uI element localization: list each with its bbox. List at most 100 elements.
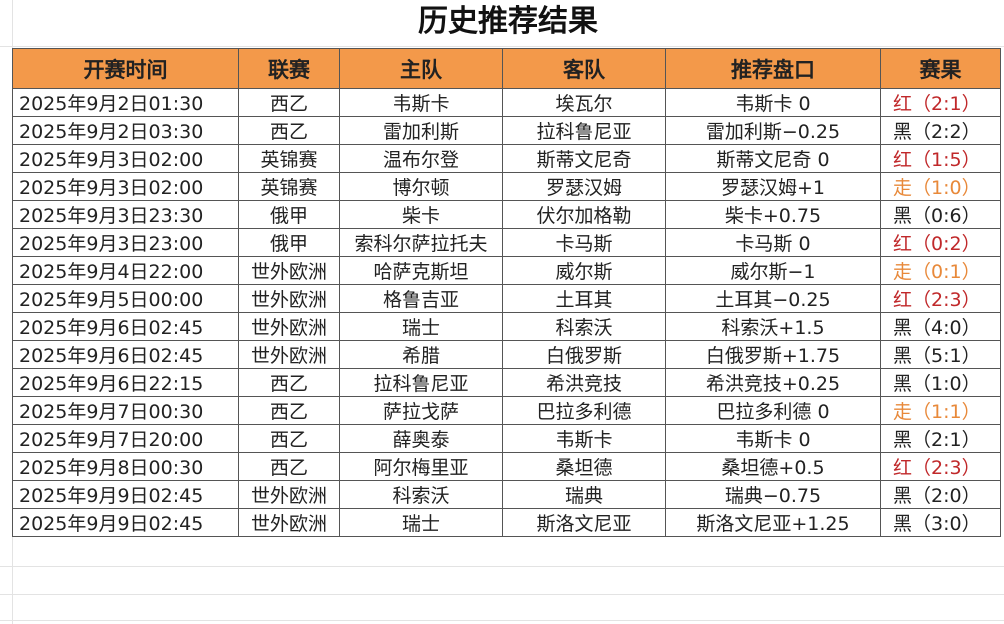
cell-time[interactable]: 2025年9月2日03:30 xyxy=(12,116,239,145)
cell-home[interactable]: 温布尔登 xyxy=(339,144,503,173)
cell-pick[interactable]: 桑坦德+0.5 xyxy=(665,452,881,481)
cell-league[interactable]: 世外欧洲 xyxy=(238,256,340,285)
cell-time[interactable]: 2025年9月3日23:30 xyxy=(12,200,239,229)
cell-league[interactable]: 世外欧洲 xyxy=(238,480,340,509)
cell-away[interactable]: 威尔斯 xyxy=(502,256,666,285)
cell-pick[interactable]: 威尔斯−1 xyxy=(665,256,881,285)
cell-league[interactable]: 俄甲 xyxy=(238,228,340,257)
cell-league[interactable]: 西乙 xyxy=(238,116,340,145)
cell-pick[interactable]: 巴拉多利德 0 xyxy=(665,396,881,425)
cell-time[interactable]: 2025年9月3日02:00 xyxy=(12,144,239,173)
cell-result[interactable]: 红（2:1） xyxy=(880,88,1001,117)
cell-result[interactable]: 走（0:1） xyxy=(880,256,1001,285)
cell-away[interactable]: 瑞典 xyxy=(502,480,666,509)
cell-away[interactable]: 斯洛文尼亚 xyxy=(502,508,666,537)
cell-time[interactable]: 2025年9月9日02:45 xyxy=(12,480,239,509)
cell-home[interactable]: 拉科鲁尼亚 xyxy=(339,368,503,397)
cell-away[interactable]: 土耳其 xyxy=(502,284,666,313)
cell-away[interactable]: 巴拉多利德 xyxy=(502,396,666,425)
cell-time[interactable]: 2025年9月2日01:30 xyxy=(12,88,239,117)
cell-home[interactable]: 雷加利斯 xyxy=(339,116,503,145)
cell-result[interactable]: 黑（5:1） xyxy=(880,340,1001,369)
cell-league[interactable]: 世外欧洲 xyxy=(238,340,340,369)
cell-away[interactable]: 韦斯卡 xyxy=(502,424,666,453)
cell-away[interactable]: 伏尔加格勒 xyxy=(502,200,666,229)
cell-time[interactable]: 2025年9月6日22:15 xyxy=(12,368,239,397)
cell-away[interactable]: 斯蒂文尼奇 xyxy=(502,144,666,173)
cell-away[interactable]: 卡马斯 xyxy=(502,228,666,257)
cell-result[interactable]: 黑（2:1） xyxy=(880,424,1001,453)
cell-league[interactable]: 世外欧洲 xyxy=(238,284,340,313)
cell-league[interactable]: 英锦赛 xyxy=(238,172,340,201)
cell-home[interactable]: 科索沃 xyxy=(339,480,503,509)
cell-league[interactable]: 俄甲 xyxy=(238,200,340,229)
cell-pick[interactable]: 土耳其−0.25 xyxy=(665,284,881,313)
cell-pick[interactable]: 斯蒂文尼奇 0 xyxy=(665,144,881,173)
cell-home[interactable]: 薛奥泰 xyxy=(339,424,503,453)
cell-time[interactable]: 2025年9月6日02:45 xyxy=(12,340,239,369)
cell-pick[interactable]: 雷加利斯−0.25 xyxy=(665,116,881,145)
header-away[interactable]: 客队 xyxy=(502,48,666,89)
cell-league[interactable]: 英锦赛 xyxy=(238,144,340,173)
cell-away[interactable]: 桑坦德 xyxy=(502,452,666,481)
header-pick[interactable]: 推荐盘口 xyxy=(665,48,881,89)
cell-away[interactable]: 希洪竞技 xyxy=(502,368,666,397)
cell-pick[interactable]: 罗瑟汉姆+1 xyxy=(665,172,881,201)
cell-home[interactable]: 瑞士 xyxy=(339,312,503,341)
cell-league[interactable]: 西乙 xyxy=(238,88,340,117)
cell-league[interactable]: 西乙 xyxy=(238,368,340,397)
cell-pick[interactable]: 柴卡+0.75 xyxy=(665,200,881,229)
cell-home[interactable]: 希腊 xyxy=(339,340,503,369)
cell-time[interactable]: 2025年9月4日22:00 xyxy=(12,256,239,285)
cell-pick[interactable]: 白俄罗斯+1.75 xyxy=(665,340,881,369)
cell-pick[interactable]: 斯洛文尼亚+1.25 xyxy=(665,508,881,537)
header-league[interactable]: 联赛 xyxy=(238,48,340,89)
cell-home[interactable]: 博尔顿 xyxy=(339,172,503,201)
cell-result[interactable]: 红（1:5） xyxy=(880,144,1001,173)
cell-away[interactable]: 埃瓦尔 xyxy=(502,88,666,117)
cell-time[interactable]: 2025年9月8日00:30 xyxy=(12,452,239,481)
cell-away[interactable]: 罗瑟汉姆 xyxy=(502,172,666,201)
cell-league[interactable]: 西乙 xyxy=(238,424,340,453)
cell-time[interactable]: 2025年9月6日02:45 xyxy=(12,312,239,341)
header-home[interactable]: 主队 xyxy=(339,48,503,89)
cell-result[interactable]: 红（2:3） xyxy=(880,452,1001,481)
cell-away[interactable]: 科索沃 xyxy=(502,312,666,341)
cell-time[interactable]: 2025年9月3日02:00 xyxy=(12,172,239,201)
cell-pick[interactable]: 瑞典−0.75 xyxy=(665,480,881,509)
cell-home[interactable]: 萨拉戈萨 xyxy=(339,396,503,425)
cell-home[interactable]: 柴卡 xyxy=(339,200,503,229)
cell-result[interactable]: 红（2:3） xyxy=(880,284,1001,313)
cell-result[interactable]: 走（1:1） xyxy=(880,396,1001,425)
cell-pick[interactable]: 卡马斯 0 xyxy=(665,228,881,257)
cell-result[interactable]: 黑（3:0） xyxy=(880,508,1001,537)
cell-time[interactable]: 2025年9月9日02:45 xyxy=(12,508,239,537)
cell-home[interactable]: 韦斯卡 xyxy=(339,88,503,117)
cell-pick[interactable]: 希洪竞技+0.25 xyxy=(665,368,881,397)
cell-league[interactable]: 西乙 xyxy=(238,396,340,425)
cell-pick[interactable]: 韦斯卡 0 xyxy=(665,424,881,453)
cell-result[interactable]: 黑（2:0） xyxy=(880,480,1001,509)
cell-home[interactable]: 索科尔萨拉托夫 xyxy=(339,228,503,257)
header-time[interactable]: 开赛时间 xyxy=(12,48,239,89)
cell-home[interactable]: 哈萨克斯坦 xyxy=(339,256,503,285)
cell-time[interactable]: 2025年9月7日20:00 xyxy=(12,424,239,453)
cell-result[interactable]: 黑（2:2） xyxy=(880,116,1001,145)
cell-result[interactable]: 黑（0:6） xyxy=(880,200,1001,229)
cell-home[interactable]: 格鲁吉亚 xyxy=(339,284,503,313)
cell-home[interactable]: 阿尔梅里亚 xyxy=(339,452,503,481)
cell-result[interactable]: 黑（4:0） xyxy=(880,312,1001,341)
cell-result[interactable]: 红（0:2） xyxy=(880,228,1001,257)
cell-home[interactable]: 瑞士 xyxy=(339,508,503,537)
cell-time[interactable]: 2025年9月5日00:00 xyxy=(12,284,239,313)
cell-away[interactable]: 拉科鲁尼亚 xyxy=(502,116,666,145)
cell-time[interactable]: 2025年9月7日00:30 xyxy=(12,396,239,425)
cell-league[interactable]: 西乙 xyxy=(238,452,340,481)
cell-time[interactable]: 2025年9月3日23:00 xyxy=(12,228,239,257)
cell-league[interactable]: 世外欧洲 xyxy=(238,312,340,341)
cell-away[interactable]: 白俄罗斯 xyxy=(502,340,666,369)
header-result[interactable]: 赛果 xyxy=(880,48,1001,89)
cell-result[interactable]: 黑（1:0） xyxy=(880,368,1001,397)
cell-pick[interactable]: 科索沃+1.5 xyxy=(665,312,881,341)
cell-league[interactable]: 世外欧洲 xyxy=(238,508,340,537)
